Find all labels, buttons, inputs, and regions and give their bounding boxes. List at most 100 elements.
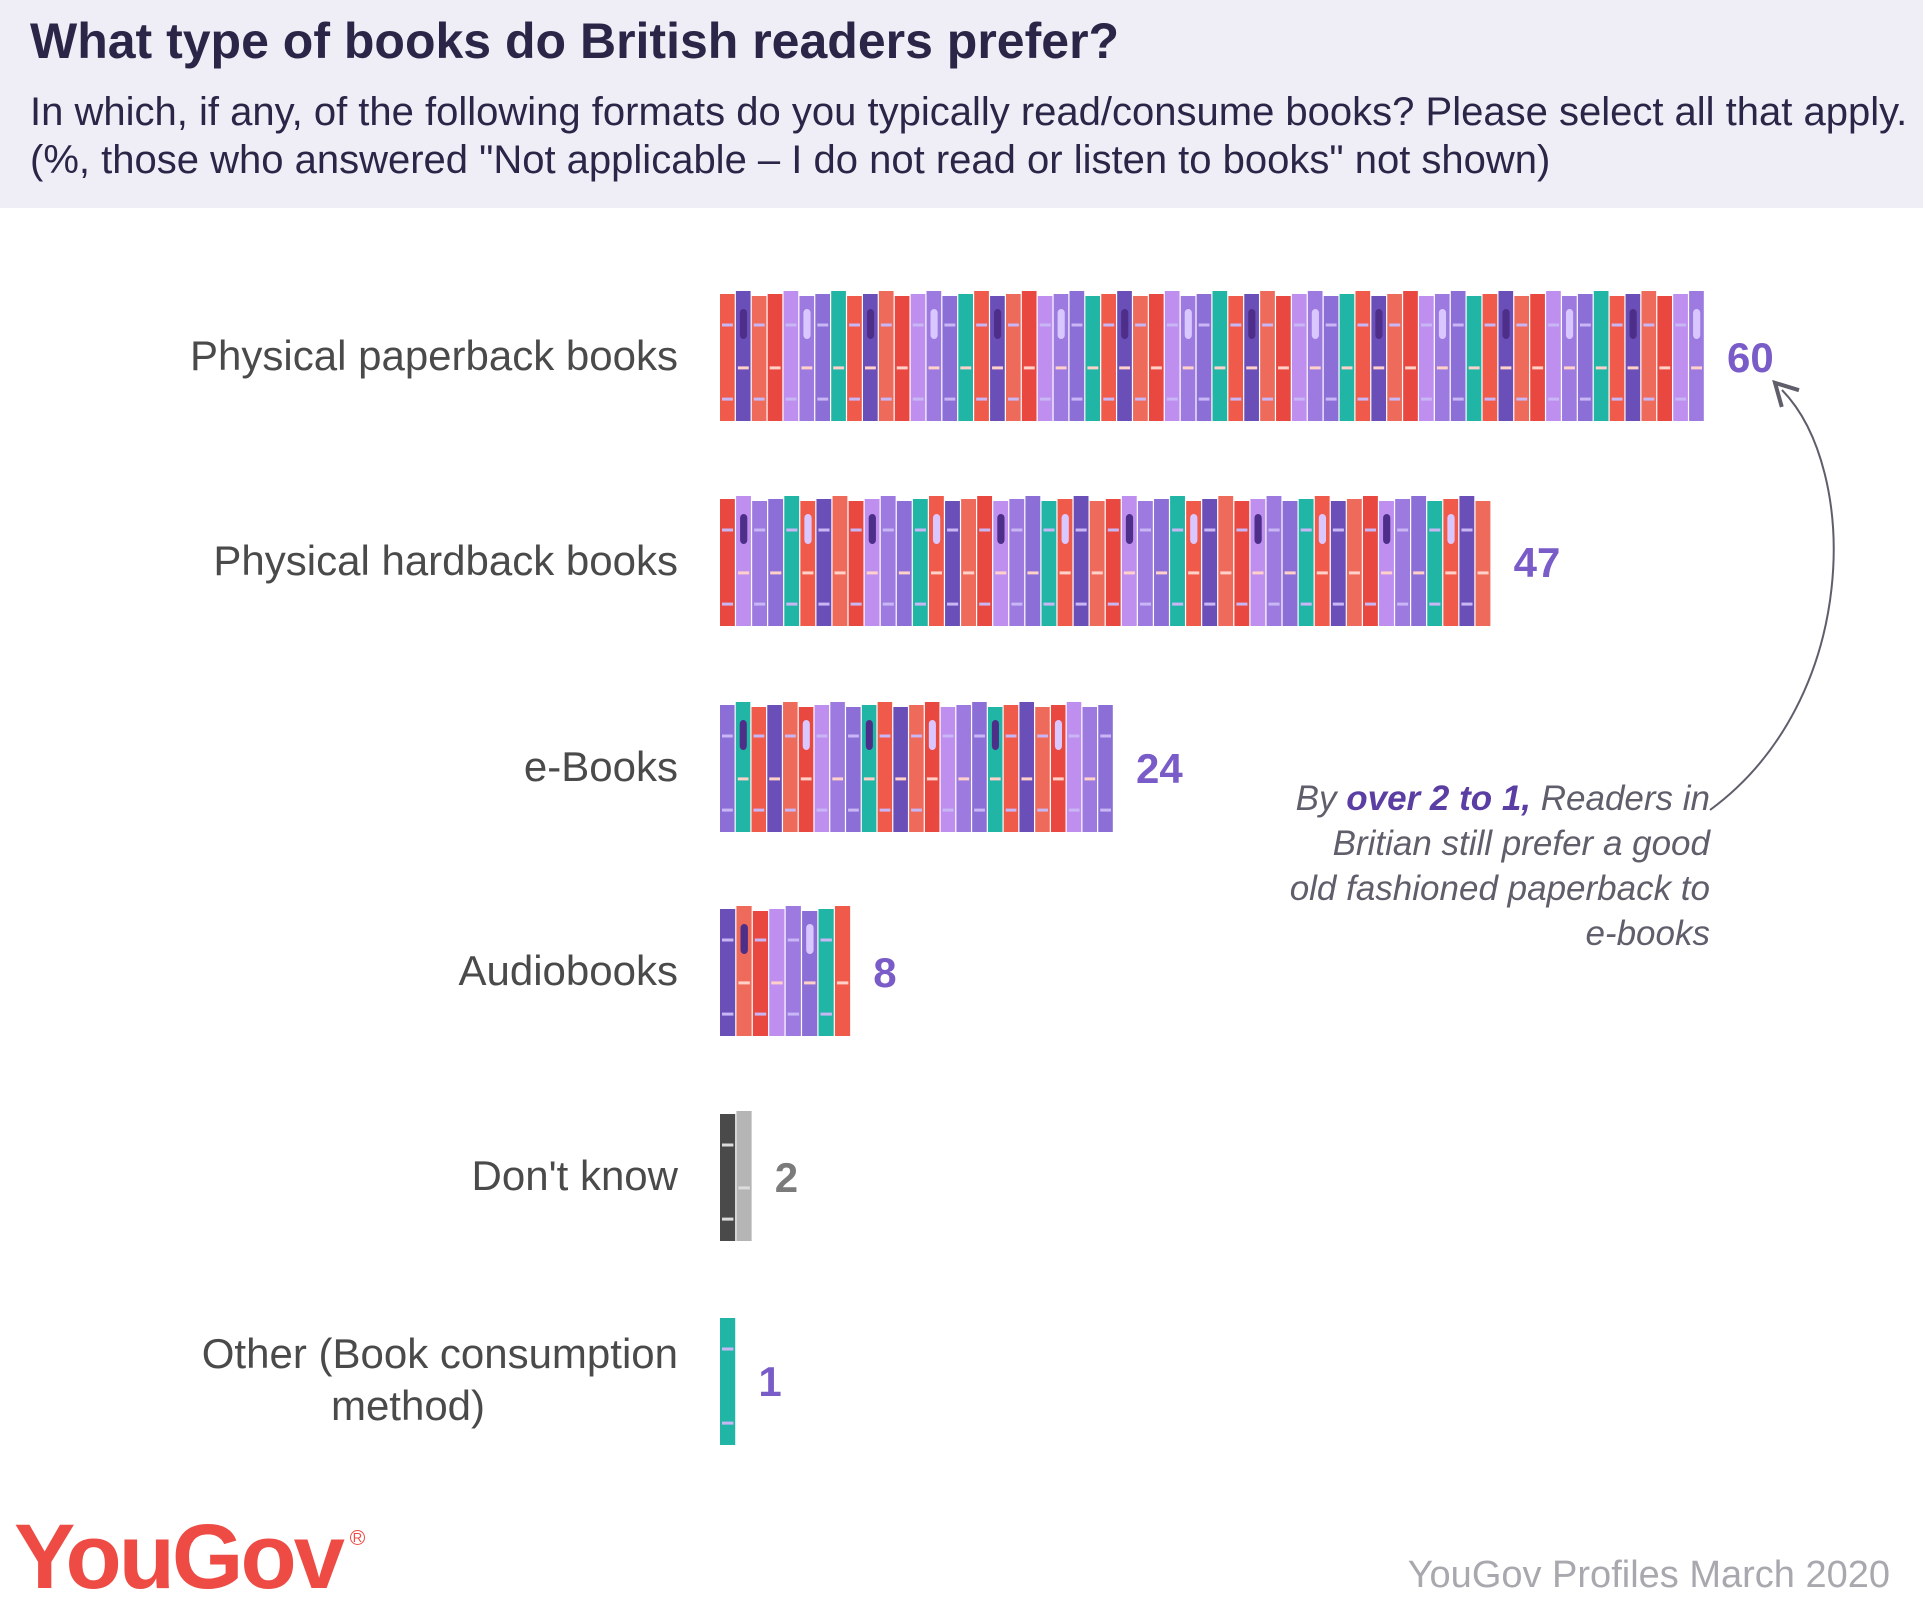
book-stripe — [1579, 397, 1591, 401]
book-stripe — [895, 777, 907, 781]
book-stripe — [1405, 366, 1417, 370]
book-spine — [1323, 296, 1339, 421]
book-stripe — [1182, 366, 1194, 370]
book-stripe — [1452, 397, 1464, 401]
book-spine — [815, 294, 831, 421]
book-stripe — [1332, 602, 1344, 606]
bar-0 — [720, 291, 1704, 421]
book-stripe — [785, 734, 796, 738]
book-spine — [1593, 291, 1609, 421]
book-spine — [1362, 496, 1378, 626]
book-stripe — [1429, 528, 1441, 532]
book-stripe — [1357, 323, 1369, 327]
book-stripe — [1037, 734, 1048, 738]
book-stripe — [722, 1012, 734, 1016]
book-stripe — [1532, 366, 1544, 370]
book-stripe — [1548, 397, 1560, 401]
book-spine — [1025, 496, 1041, 626]
book-stripe — [737, 366, 749, 370]
book-spine — [1089, 501, 1105, 626]
book-stripe — [947, 602, 959, 606]
book-label — [865, 720, 873, 750]
book-spine — [1577, 294, 1593, 421]
book-stripe — [1230, 323, 1242, 327]
book-stripe — [1039, 397, 1051, 401]
book-stripe — [1135, 323, 1146, 327]
book-stripe — [787, 1012, 800, 1016]
book-spine — [1073, 496, 1089, 626]
book-stripe — [722, 1217, 734, 1221]
book-spine — [751, 296, 767, 421]
book-spine — [720, 909, 736, 1036]
book-stripe — [1236, 528, 1248, 532]
book-stripe — [1500, 366, 1512, 370]
book-stripe — [1100, 734, 1111, 738]
book-stripe — [989, 777, 1001, 781]
book-stripe — [1119, 366, 1131, 370]
book-label — [1318, 514, 1327, 544]
book-stripe — [1107, 602, 1119, 606]
book-stripe — [1075, 602, 1087, 606]
book-spine — [1234, 501, 1250, 626]
book-stripe — [722, 528, 734, 532]
book-label — [932, 514, 941, 544]
book-stripe — [898, 571, 910, 575]
book-stripe — [1364, 602, 1377, 606]
book-spine — [893, 707, 908, 832]
book-stripe — [1436, 366, 1448, 370]
book-spine — [1133, 296, 1148, 421]
book-spine — [846, 707, 861, 832]
book-stripe — [754, 938, 767, 942]
book-label — [1184, 309, 1192, 339]
category-label: Audiobooks — [459, 947, 679, 994]
book-stripe — [1293, 397, 1305, 401]
book-stripe — [1230, 397, 1242, 401]
book-stripe — [1421, 323, 1432, 327]
book-spine — [814, 705, 830, 832]
book-stripe — [1156, 571, 1168, 575]
book-stripe — [1611, 323, 1623, 327]
book-label — [1254, 514, 1262, 544]
book-stripe — [976, 323, 988, 327]
book-stripe — [722, 602, 734, 606]
book-spine — [1657, 296, 1673, 421]
book-stripe — [786, 602, 798, 606]
book-stripe — [1075, 528, 1087, 532]
book-stripe — [820, 1012, 832, 1016]
book-label — [1121, 309, 1129, 339]
book-stripe — [880, 323, 892, 327]
book-spine — [912, 499, 928, 626]
book-label — [1629, 309, 1637, 339]
book-stripe — [879, 734, 891, 738]
book-stripe — [817, 323, 829, 327]
book-spine — [1085, 296, 1101, 421]
book-spine — [1546, 291, 1561, 421]
category-label: Don't know — [472, 1152, 679, 1199]
book-stripe — [1413, 571, 1425, 575]
book-stripe — [1332, 528, 1344, 532]
book-spine — [974, 291, 989, 421]
book-spine — [1098, 705, 1113, 832]
book-spine — [878, 291, 894, 421]
book-stripe — [979, 602, 991, 606]
category-label: method) — [331, 1382, 485, 1429]
book-stripe — [1675, 397, 1687, 401]
book-label — [997, 514, 1005, 544]
book-label — [1061, 514, 1069, 544]
book-label — [1375, 309, 1383, 339]
book-stripe — [1204, 528, 1216, 532]
book-stripe — [1373, 366, 1385, 370]
book-stripe — [738, 1186, 750, 1190]
bar-4 — [720, 1111, 752, 1241]
bar-5 — [720, 1318, 736, 1445]
book-stripe — [738, 981, 750, 985]
book-spine — [1346, 499, 1362, 626]
book-stripe — [754, 528, 766, 532]
book-spine — [783, 702, 798, 832]
value-label: 47 — [1514, 539, 1561, 586]
book-stripe — [1139, 602, 1152, 606]
book-stripe — [1204, 602, 1216, 606]
book-stripe — [880, 397, 892, 401]
book-stripe — [879, 808, 891, 812]
